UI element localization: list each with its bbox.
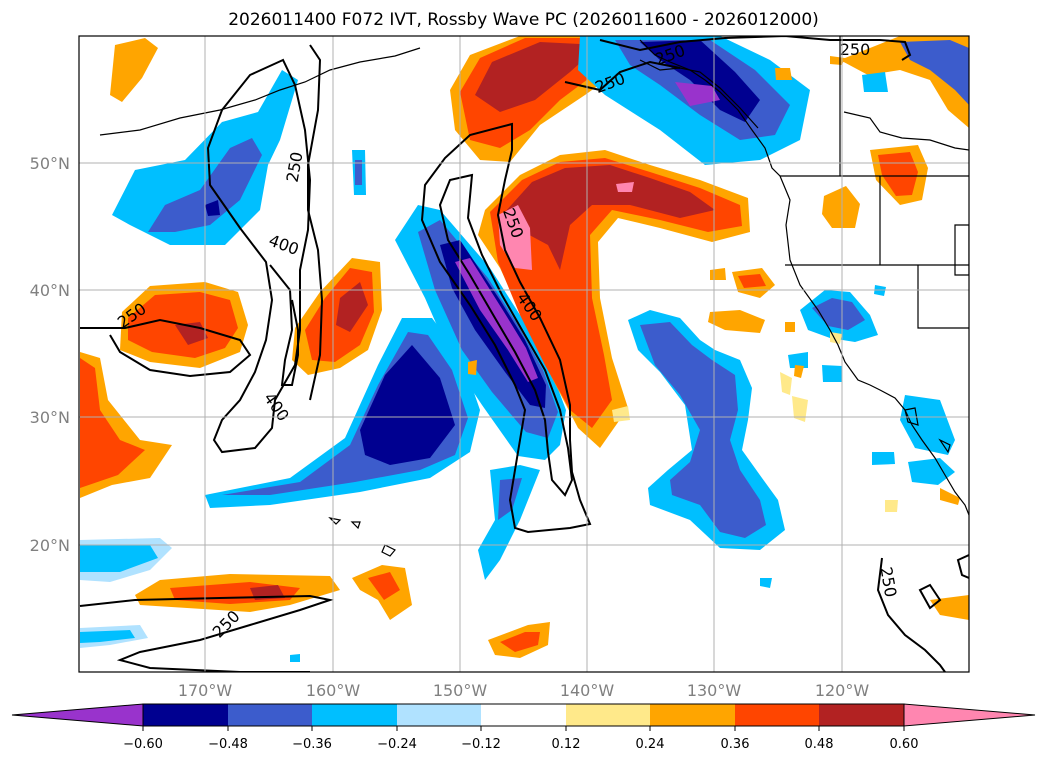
colorbar-segment (228, 704, 312, 726)
colorbar-tick-label: 0.36 (721, 737, 750, 752)
coastline-layer (99, 36, 969, 557)
colorbar-segment (312, 704, 397, 726)
map-frame (78, 35, 970, 673)
lat-label: 30°N (30, 408, 70, 427)
colorbar-segment (819, 704, 904, 726)
lon-label: 120°W (815, 681, 870, 700)
colorbar-segment (481, 704, 566, 726)
contour-label: 250 (840, 40, 871, 59)
lon-label: 160°W (306, 681, 361, 700)
colorbar-tick-label: −0.60 (123, 737, 163, 752)
colorbar-tick-label: −0.24 (377, 737, 417, 752)
colorbar: −0.60 −0.48 −0.36 −0.24 −0.12 0.12 0.24 … (11, 703, 1036, 752)
colorbar-tick-label: 0.24 (636, 737, 665, 752)
colorbar-segment (735, 704, 819, 726)
contour-label: 250 (283, 150, 307, 183)
colorbar-segment (650, 704, 735, 726)
filled-anomaly-layer (80, 36, 969, 662)
lat-label: 40°N (30, 281, 70, 300)
colorbar-segment (11, 703, 144, 727)
gridline-layer (79, 36, 969, 672)
colorbar-tick-label: 0.48 (805, 737, 834, 752)
colorbar-tick-label: 0.12 (552, 737, 581, 752)
lat-labels: 50°N 40°N 30°N 20°N (30, 154, 70, 555)
colorbar-segment (566, 704, 650, 726)
lon-label: 150°W (433, 681, 488, 700)
lon-label: 130°W (687, 681, 742, 700)
colorbar-segment (903, 703, 1036, 727)
contour-layer (79, 36, 969, 672)
colorbar-segment (143, 704, 228, 726)
lat-label: 50°N (30, 154, 70, 173)
colorbar-tick-label: −0.36 (292, 737, 332, 752)
colorbar-tick-label: −0.12 (461, 737, 501, 752)
colorbar-segment (397, 704, 481, 726)
map-title: 2026011400 F072 IVT, Rossby Wave PC (202… (228, 10, 819, 30)
lat-label: 20°N (30, 536, 70, 555)
contour-label: 400 (266, 231, 301, 259)
colorbar-tick-label: −0.48 (208, 737, 248, 752)
colorbar-tick-label: 0.60 (890, 737, 919, 752)
lon-label: 140°W (560, 681, 615, 700)
lon-labels: 170°W 160°W 150°W 140°W 130°W 120°W (178, 681, 870, 700)
lon-label: 170°W (178, 681, 233, 700)
contour-label: 400 (260, 389, 293, 425)
